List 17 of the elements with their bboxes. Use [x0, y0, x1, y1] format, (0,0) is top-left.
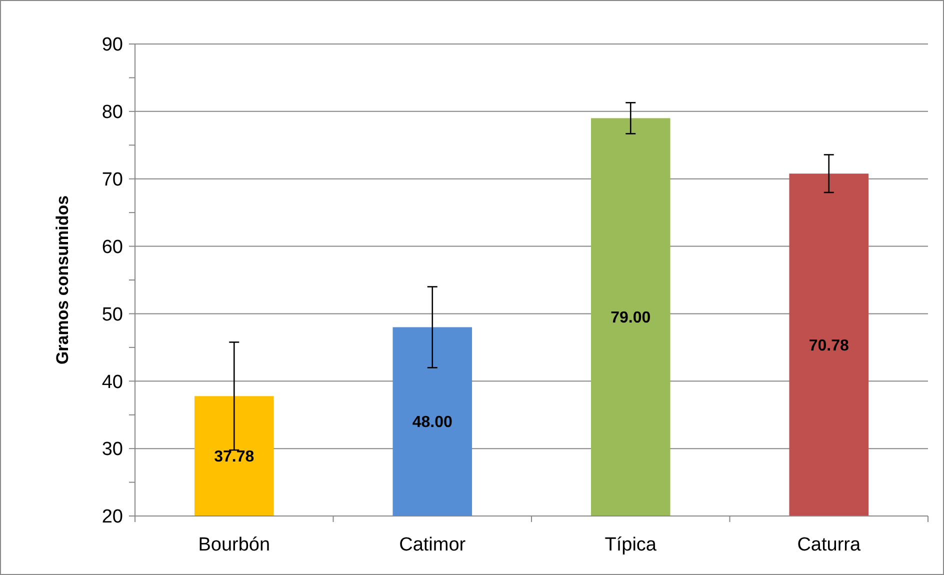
data-label: 70.78 — [808, 337, 849, 354]
x-tick-label: Catimor — [399, 534, 466, 556]
y-tick-label: 50 — [102, 304, 123, 326]
data-label: 37.78 — [214, 448, 254, 466]
y-tick-label: 80 — [102, 102, 123, 124]
x-tick-label: Típica — [604, 534, 657, 556]
x-tick-label: Bourbón — [198, 534, 270, 556]
x-tick-label: Caturra — [797, 534, 861, 556]
y-tick-label: 30 — [102, 439, 123, 460]
y-tick-label: 60 — [102, 236, 123, 258]
y-axis-title: Gramos consumidos — [53, 195, 72, 365]
y-tick-label: 70 — [102, 170, 123, 191]
y-tick-label: 20 — [102, 506, 123, 528]
data-label: 48.00 — [412, 414, 452, 432]
y-tick-label: 90 — [102, 34, 123, 56]
data-label: 79.00 — [610, 310, 651, 327]
y-tick-label: 40 — [102, 372, 123, 393]
